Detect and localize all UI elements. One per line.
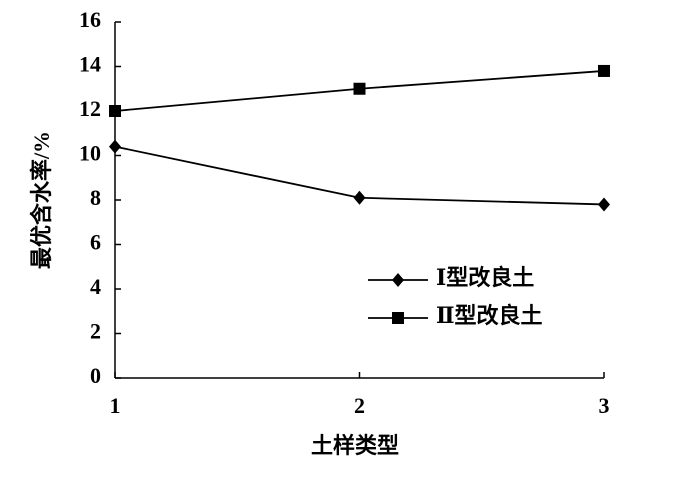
marker (353, 190, 366, 205)
y-tick-label: 0 (90, 363, 101, 388)
y-tick-label: 14 (79, 52, 101, 77)
y-tick-label: 8 (90, 185, 101, 210)
y-axis-label: 最优含水率/% (29, 131, 54, 269)
legend-marker (392, 312, 404, 324)
y-tick-label: 10 (79, 141, 101, 166)
legend-label: Ⅰ型改良土 (436, 265, 534, 290)
x-axis-label: 土样类型 (311, 433, 399, 458)
marker (109, 139, 121, 154)
marker (109, 105, 121, 117)
legend-marker (392, 273, 404, 287)
marker (598, 64, 610, 77)
x-tick-label: 2 (354, 393, 365, 418)
legend-label: Ⅱ型改良土 (436, 303, 543, 328)
x-tick-label: 3 (599, 393, 610, 418)
y-tick-label: 6 (90, 230, 101, 255)
marker (598, 197, 610, 212)
marker (353, 82, 366, 95)
y-tick-label: 12 (79, 96, 101, 121)
y-tick-label: 16 (79, 7, 101, 32)
x-tick-label: 1 (110, 393, 121, 418)
y-tick-label: 2 (90, 319, 101, 344)
y-tick-label: 4 (90, 274, 101, 299)
